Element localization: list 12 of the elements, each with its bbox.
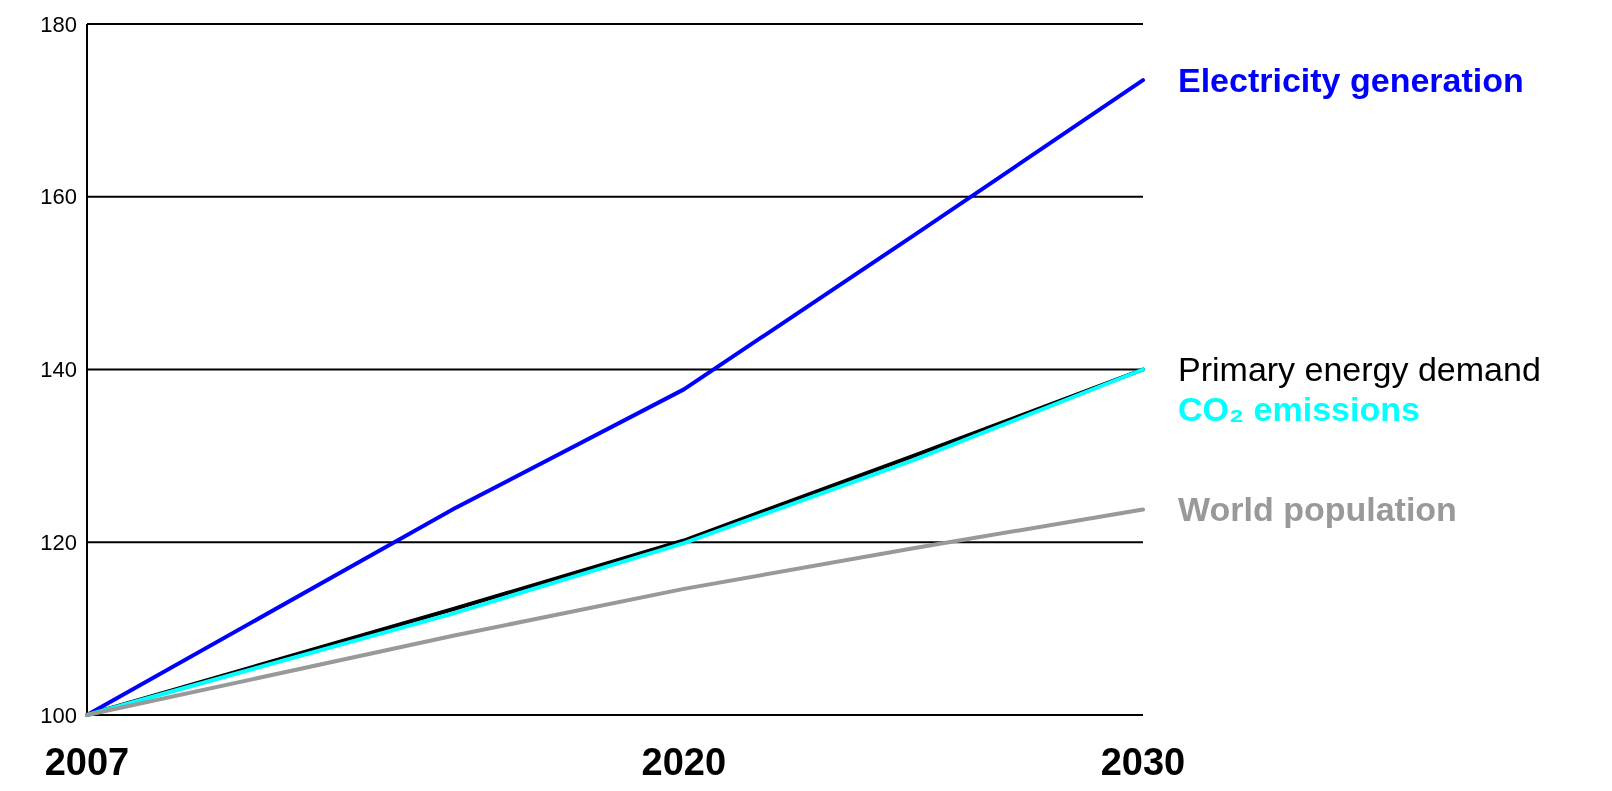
series-label: Electricity generation	[1178, 61, 1524, 100]
x-tick-label: 2007	[44, 741, 130, 783]
series-label: Primary energy demand	[1178, 350, 1541, 389]
y-tick-label: 100	[40, 702, 77, 728]
x-tick-label: 2020	[641, 741, 727, 783]
y-tick-label: 180	[40, 11, 77, 37]
series-label: World population	[1178, 490, 1457, 529]
y-tick-label: 140	[40, 357, 77, 383]
y-tick-label: 160	[40, 184, 77, 210]
y-tick-label: 120	[40, 529, 77, 555]
x-tick-label: 2030	[1100, 741, 1186, 783]
series-label: CO₂ emissions	[1178, 390, 1420, 429]
